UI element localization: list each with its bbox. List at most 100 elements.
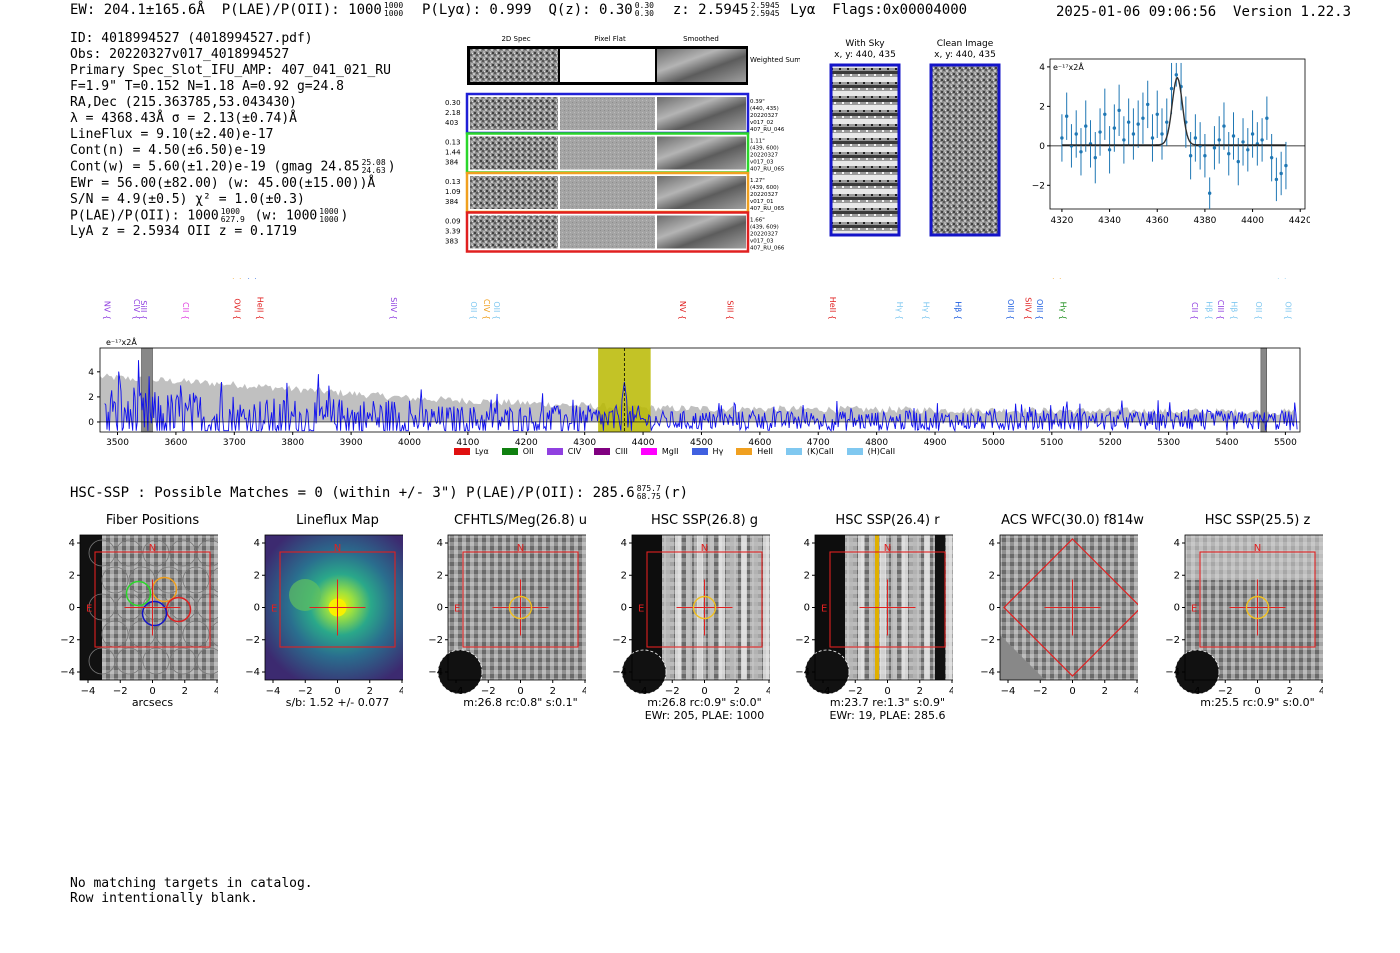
fiber-row-right-r2: (439, 600) [750, 146, 779, 152]
zoom-data-point [1274, 177, 1279, 182]
cutout-image-6: N E −4 −4 −2 −2 0 0 2 2 4 4 [1165, 534, 1323, 697]
zoom-xtick-label: 4380 [1193, 216, 1216, 226]
emission-line-label: SiII { [139, 300, 148, 320]
fiber-row-right-r4: v017_03 [750, 160, 774, 166]
emission-line-label: OII { [248, 278, 257, 280]
emission-line-label: OII { [1283, 301, 1292, 320]
with-sky-title: With Sky x, y: 440, 435 [834, 39, 896, 60]
zoom-data-point [1246, 148, 1250, 152]
emission-line-label: Hβ { [1205, 301, 1214, 320]
zoom-data-point [1060, 136, 1064, 140]
emission-line-label: Hβ { [1230, 301, 1239, 320]
zoom-data-point [1074, 132, 1078, 136]
legend-item: CIV [546, 447, 581, 456]
fiber-row-left-l3: 384 [445, 159, 459, 167]
fiber-circle [182, 566, 210, 594]
weighted-flat [560, 49, 655, 82]
weighted-smoothed [657, 49, 746, 82]
cutout-ytick-label: −4 [980, 667, 995, 678]
source-ellipse [692, 595, 717, 620]
cutout-xtick-label: −2 [665, 686, 680, 697]
east-label: E [86, 604, 92, 615]
acs-diamond [1003, 538, 1138, 677]
cutout-ytick-label: −4 [60, 667, 75, 678]
fiber-row-right-r5: 407_RU_065 [750, 206, 785, 212]
fiber-row-right-r3: 20220327 [750, 153, 778, 159]
cutouts-row: Fiber Positions N E −4 −4 −2 −2 0 0 2 2 4 4 arcsecs Li… [0, 510, 1400, 730]
spectrum-xtick-label: 4700 [807, 438, 830, 448]
detection-info: ID: 4018994527 (4018994527.pdf) Obs: 202… [70, 31, 396, 240]
col-smoothed: Smoothed [683, 35, 719, 43]
spectrum-xtick-label: 4500 [690, 438, 713, 448]
zoom-data-point [1117, 108, 1121, 113]
fiber-circle [88, 593, 116, 621]
zoom-data-point [1165, 120, 1169, 124]
fiber-row-flat [560, 215, 655, 249]
source-ellipse [508, 595, 533, 620]
weighted-2d [470, 49, 558, 82]
zoom-gaussian-fit [1061, 76, 1286, 146]
zoom-data-point [1174, 73, 1179, 77]
fiber-circle [115, 647, 143, 675]
spectrum-flux-line [104, 360, 1298, 433]
cutout-xtick-label: 0 [1254, 686, 1260, 697]
fiber-row-flat [560, 176, 655, 209]
cutout-ytick-label: 4 [989, 538, 995, 549]
legend-item: (K)CaII [785, 447, 834, 456]
emission-line-label: OII { [492, 301, 501, 320]
fiber-row-2d [470, 136, 558, 170]
legend-item: Lyα [454, 447, 489, 456]
info-fiber-params: F=1.9" T=0.152 N=1.18 A=0.92 g=24.8 [70, 79, 344, 94]
fiber-row-right-r4: v017_03 [750, 239, 774, 245]
cutout-caption: m:23.7 re:1.3" s:0.9" EWr: 19, PLAE: 285.… [829, 696, 946, 722]
cutout-image-4: N E −4 −4 −2 −2 0 0 2 2 4 4 [795, 534, 953, 697]
cutout-stripe [763, 535, 769, 680]
cutout-caption: arcsecs [131, 696, 174, 709]
fiber-circle [128, 566, 156, 594]
cutout-title: Lineflux Map [296, 513, 379, 528]
fiber-blue [141, 600, 168, 627]
fiber-row-right-r1: 1.66" [750, 218, 765, 224]
fiber-circle [101, 566, 129, 594]
fiber-row-2d [470, 97, 558, 130]
east-label: E [638, 604, 644, 615]
fiber-circle [88, 647, 116, 675]
cutout-ytick-label: 2 [69, 570, 75, 581]
emission-line-label: CIII { [1216, 300, 1225, 320]
cutout-ytick-label: 2 [437, 570, 443, 581]
north-label: N [884, 543, 891, 554]
zoom-data-point [1126, 120, 1131, 124]
info-plae: P(LAE)/P(OII): 1000 1000 627.9 (w: 1000 100… [70, 206, 349, 224]
zoom-unit-label: e⁻¹⁷x2Å [1053, 61, 1084, 72]
cutout-xtick-label: −4 [266, 686, 281, 697]
fiber-row-right-r4: v017_02 [750, 120, 774, 126]
footer-blank: Row intentionally blank. [70, 891, 258, 906]
flags-value: Flags:0x00004000 [832, 2, 968, 18]
clean-image [929, 63, 1001, 237]
spectrum-xtick-label: 3500 [106, 438, 129, 448]
spectrum-xtick-label: 5300 [1157, 438, 1180, 448]
cutout-star-mask [437, 649, 483, 695]
zoom-xtick-label: 4420 [1289, 216, 1310, 226]
legend-label: HeII [757, 447, 773, 456]
fiber-row-left-l3: 383 [445, 238, 458, 246]
legend-swatch [454, 448, 470, 455]
cutout-ytick-label: −4 [612, 667, 627, 678]
zoom-ytick-label: 4 [1039, 63, 1045, 73]
legend-label: Hγ [712, 447, 724, 456]
spectrum-xtick-label: 3900 [340, 438, 363, 448]
sky-images [829, 63, 1001, 237]
fiber-row-right-r1: 0.39" [750, 99, 765, 105]
cutout-xtick-label: −2 [113, 686, 128, 697]
cutout-ytick-label: 4 [254, 538, 260, 549]
aperture-box [94, 551, 211, 648]
fiber-circle [169, 647, 197, 675]
spectrum-xtick-label: 3700 [223, 438, 246, 448]
zoom-data-point [1131, 132, 1136, 136]
cutout-xtick-label: 0 [517, 686, 523, 697]
cutout-ytick-label: 0 [254, 603, 260, 614]
fiber-row-right-r5: 407_RU_065 [750, 167, 785, 173]
spectrum-xtick-label: 3600 [164, 438, 187, 448]
cutout-image-2: N E −4 −4 −2 −2 0 0 2 2 4 4 [428, 534, 586, 697]
spectrum-legend: Lyα OII CIV CIII MgII Hγ HeII (K)CaII (H)CaII [454, 447, 908, 456]
